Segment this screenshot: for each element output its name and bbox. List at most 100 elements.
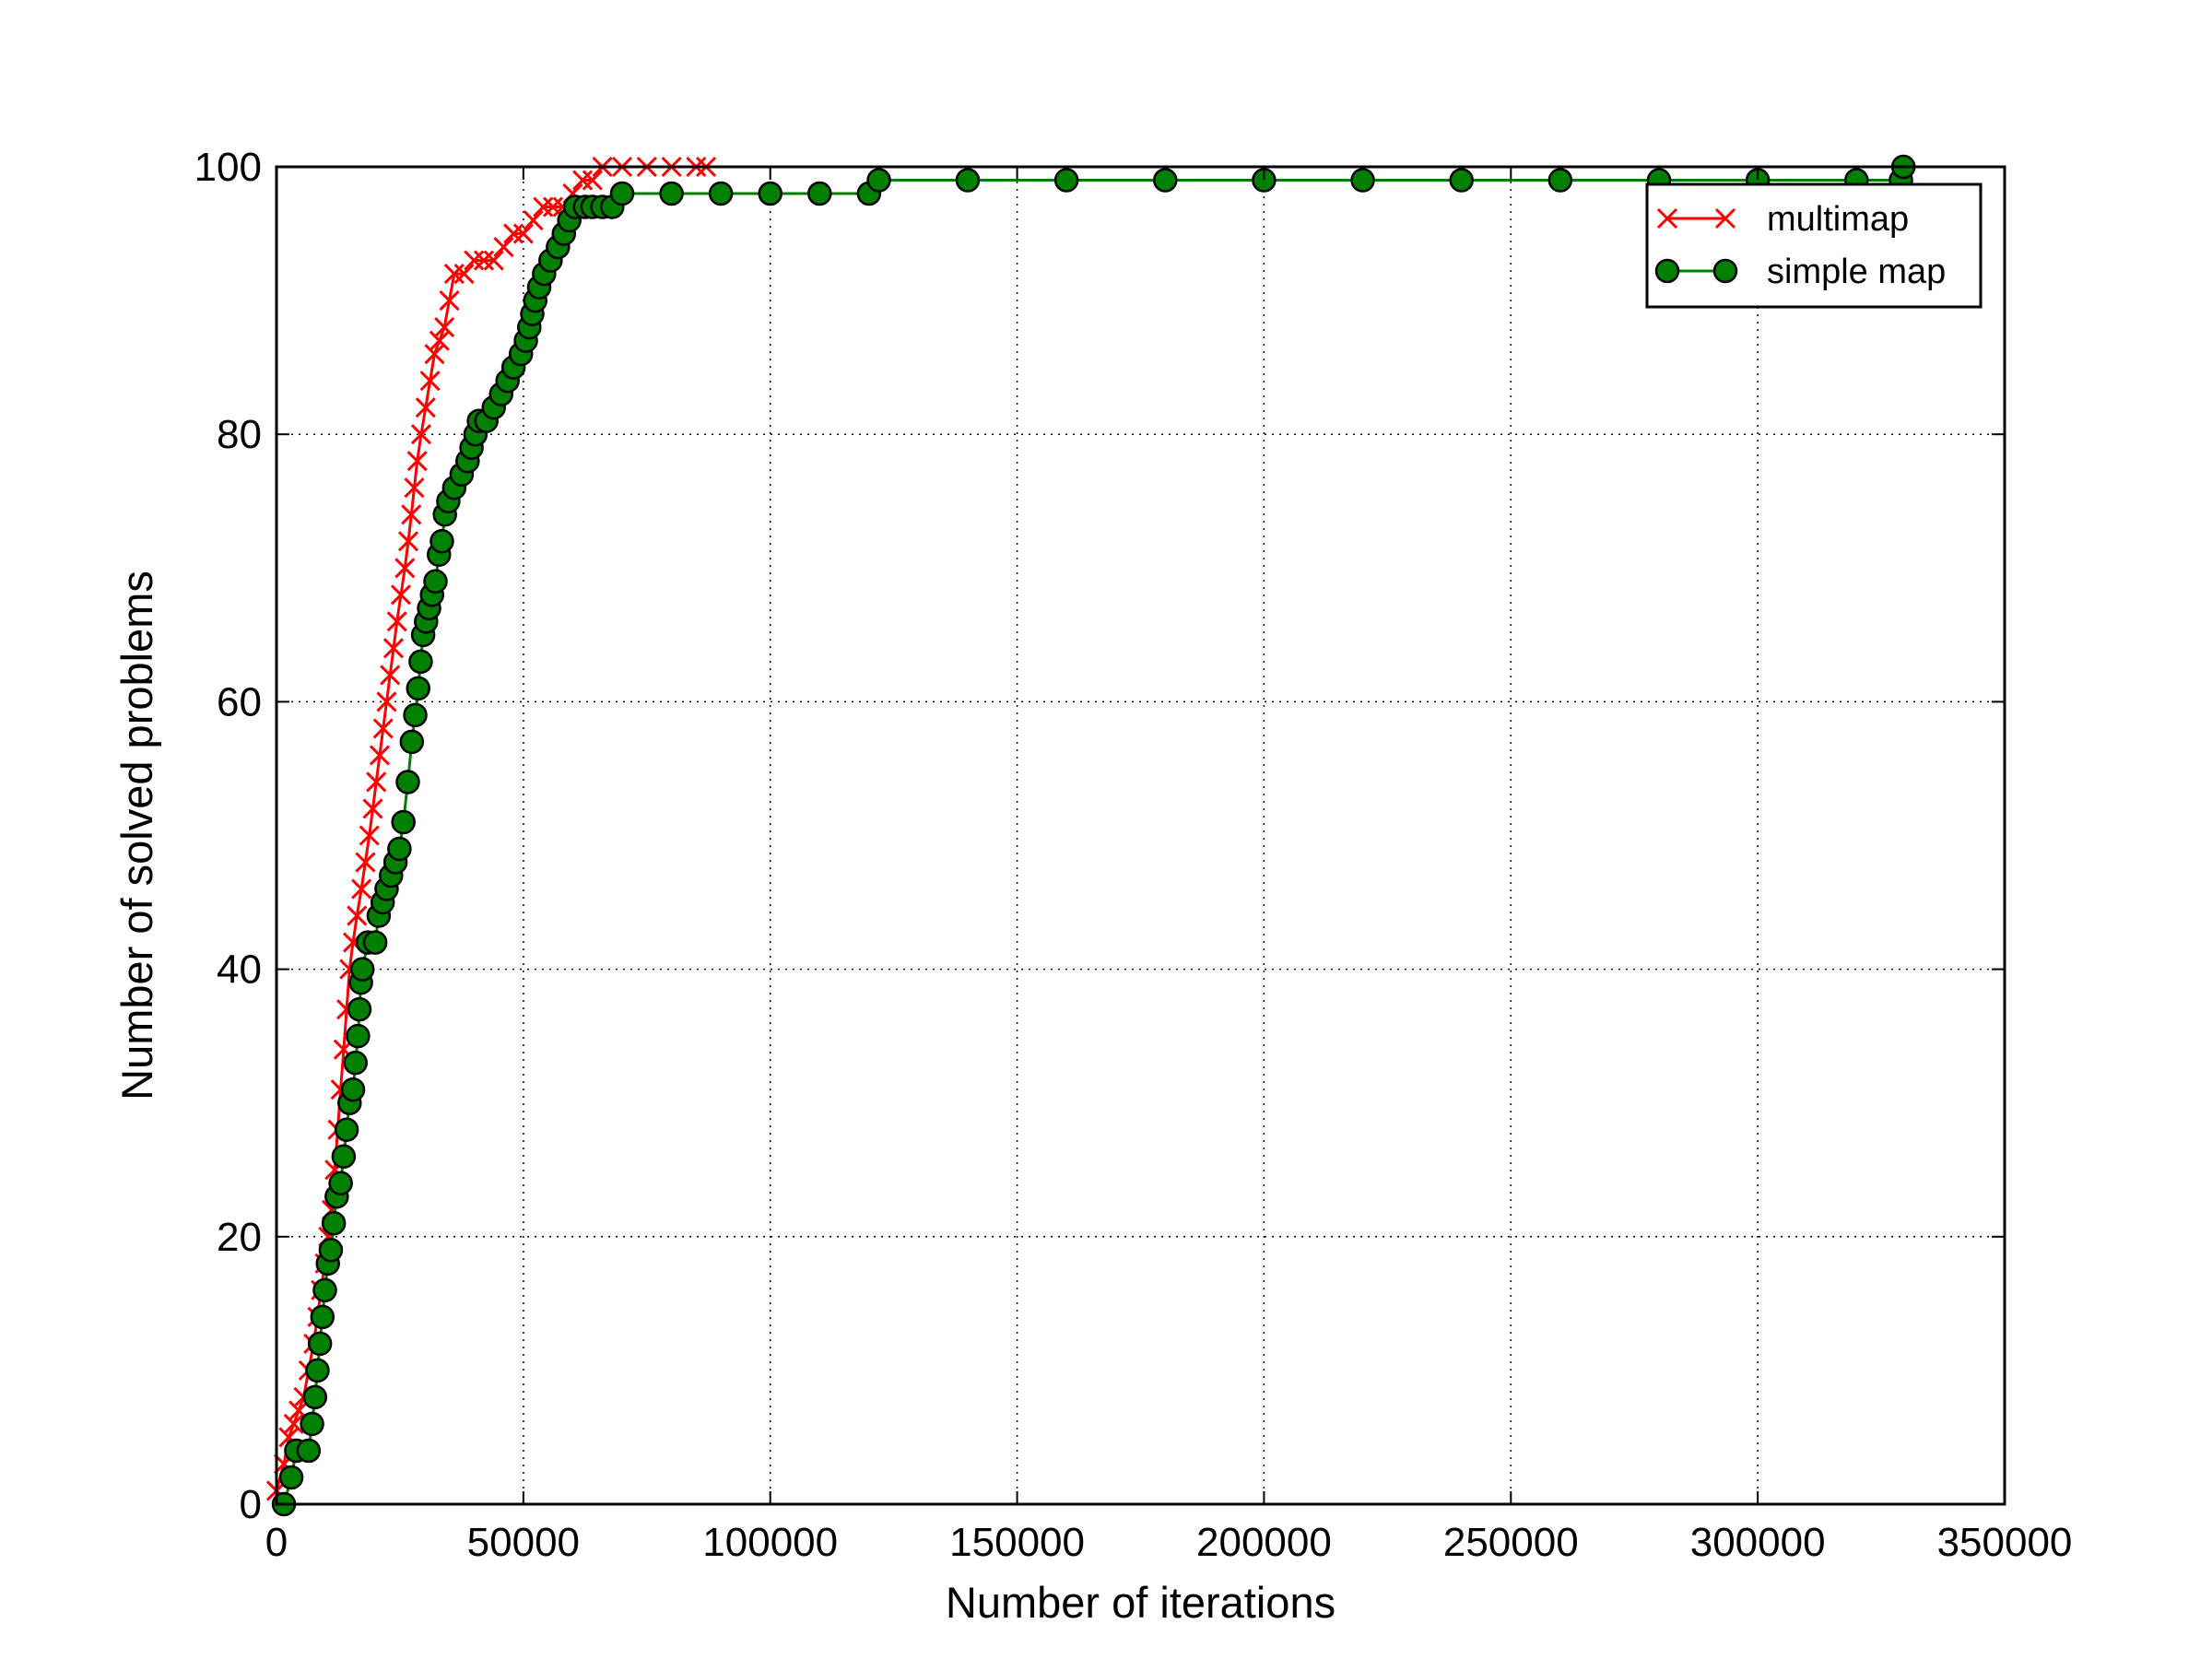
data-point-simple-map: [408, 649, 433, 675]
ticks: 0 50000 100000 150000 200000 250000 300000 3500…: [194, 145, 2073, 1565]
data-point-multimap-stroke-b: [359, 825, 380, 846]
data-point-multimap-stroke-b: [347, 905, 368, 926]
data-point-multimap: [376, 691, 397, 712]
data-point-multimap: [572, 170, 594, 191]
data-point-multimap-stroke-b: [351, 878, 372, 900]
legend-label-multimap: multimap: [1767, 200, 1909, 239]
data-point-simple-map: [659, 181, 684, 206]
data-point-simple-map: [1547, 168, 1573, 193]
data-point-simple-map: [362, 930, 388, 955]
legend-marker-multimap: [1656, 207, 1678, 229]
data-point-multimap: [473, 250, 495, 271]
y-tick-label: 20: [217, 1215, 262, 1260]
data-point-simple-map: [955, 168, 981, 193]
data-point-multimap-stroke-b: [394, 558, 416, 579]
data-point-multimap-stroke-b: [406, 451, 428, 472]
data-point-simple-map: [331, 1144, 357, 1169]
data-point-multimap-stroke-b: [401, 504, 422, 525]
x-tick-label: 200000: [1196, 1520, 1332, 1565]
data-point-multimap-stroke-b: [453, 264, 475, 285]
data-point-multimap: [582, 170, 603, 191]
data-point-multimap-stroke-b: [369, 745, 391, 766]
legend-marker-multimap-stroke-b: [1656, 207, 1678, 229]
data-point-multimap: [483, 250, 504, 271]
data-point-multimap-stroke-b: [542, 196, 564, 218]
data-point-multimap: [542, 196, 564, 218]
data-point-simple-map: [403, 702, 428, 728]
data-point-simple-map: [429, 529, 454, 554]
x-tick-label: 250000: [1443, 1520, 1579, 1565]
data-point-simple-map: [387, 836, 412, 862]
data-point-multimap-stroke-b: [443, 264, 465, 285]
data-point-multimap: [429, 330, 450, 351]
data-point-multimap-stroke-b: [382, 638, 405, 659]
data-point-multimap: [523, 209, 544, 231]
data-point-multimap-stroke-b: [362, 798, 383, 819]
x-axis-label: Number of iterations: [946, 1578, 1335, 1627]
data-point-multimap-stroke-b: [376, 691, 397, 712]
data-point-multimap-stroke-b: [390, 584, 412, 606]
data-point-simple-map: [302, 1384, 328, 1410]
data-point-multimap: [382, 638, 405, 659]
data-point-multimap-stroke-b: [503, 223, 524, 244]
data-point-multimap: [362, 798, 383, 819]
data-point-multimap: [415, 397, 436, 418]
data-point-multimap-stroke-b: [404, 477, 425, 499]
data-point-multimap-stroke-b: [397, 531, 419, 552]
data-point-multimap: [347, 905, 368, 926]
data-point-multimap: [386, 611, 407, 632]
data-point-multimap: [397, 531, 419, 552]
data-point-multimap-stroke-b: [366, 771, 387, 793]
data-point-multimap-stroke-b: [523, 209, 544, 231]
data-point-simple-map: [349, 957, 375, 982]
legend-label-simple-map: simple map: [1767, 253, 1946, 291]
data-point-multimap: [372, 718, 394, 739]
data-point-simple-map: [334, 1117, 359, 1142]
data-point-simple-map: [758, 181, 782, 206]
data-point-simple-map: [1350, 168, 1375, 193]
data-point-multimap: [424, 344, 445, 365]
data-point-simple-map: [708, 181, 734, 206]
data-point-multimap: [406, 451, 428, 472]
data-point-multimap: [369, 745, 391, 766]
data-point-simple-map: [395, 770, 420, 794]
data-point-simple-map: [1053, 168, 1079, 193]
data-point-multimap-stroke-b: [464, 250, 485, 271]
data-point-multimap-stroke-b: [572, 170, 594, 191]
data-point-multimap: [503, 223, 524, 244]
data-point-multimap-stroke-b: [439, 290, 460, 312]
legend-box: [1645, 182, 1983, 309]
data-point-multimap-stroke-b: [473, 250, 495, 271]
data-point-multimap-stroke-b: [386, 611, 407, 632]
data-point-multimap-stroke-b: [372, 718, 394, 739]
y-tick-label: 100: [194, 145, 262, 190]
data-point-multimap: [394, 558, 416, 579]
data-point-simple-map: [1153, 168, 1178, 193]
data-point-multimap: [419, 371, 441, 392]
data-point-multimap: [283, 1413, 304, 1435]
data-point-simple-map: [310, 1304, 335, 1330]
data-point-multimap: [512, 223, 534, 244]
data-point-multimap-stroke-b: [278, 1427, 300, 1448]
data-point-multimap: [533, 196, 554, 218]
data-point-multimap: [439, 290, 460, 312]
data-point-multimap-stroke-b: [424, 344, 445, 365]
data-point-simple-map: [296, 1438, 322, 1464]
data-point-multimap-stroke-b: [355, 852, 376, 873]
data-point-simple-map: [866, 168, 891, 193]
data-point-multimap-stroke-b: [493, 236, 514, 258]
data-point-simple-map: [321, 1211, 347, 1236]
data-point-simple-map: [343, 1050, 368, 1076]
series-simple-map: [271, 154, 1916, 1517]
data-point-multimap: [410, 424, 432, 445]
data-point-multimap-stroke-b: [283, 1413, 304, 1435]
y-tick-label: 0: [240, 1482, 262, 1527]
data-point-multimap: [453, 264, 475, 285]
data-point-simple-map: [318, 1238, 344, 1263]
data-point-multimap-stroke-b: [582, 170, 603, 191]
data-point-simple-map: [300, 1411, 324, 1437]
data-point-simple-map: [346, 1023, 371, 1049]
x-tick-label: 350000: [1937, 1520, 2073, 1565]
legend-marker-multimap: [1714, 207, 1736, 229]
data-point-multimap: [380, 665, 401, 686]
